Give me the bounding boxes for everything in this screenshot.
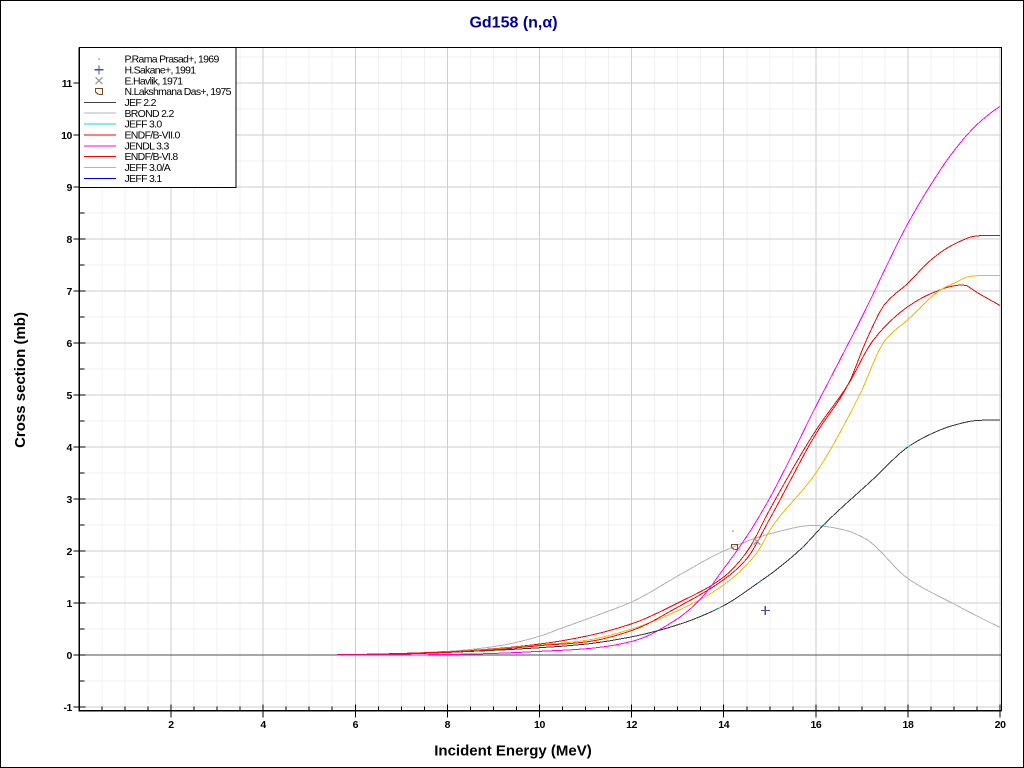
svg-text:2: 2 xyxy=(168,719,174,731)
svg-text:Gd158 (n,α): Gd158 (n,α) xyxy=(469,15,557,32)
svg-text:6: 6 xyxy=(67,338,73,350)
svg-text:H.Sakane+, 1991: H.Sakane+, 1991 xyxy=(125,64,197,76)
svg-text:N.Lakshmana Das+, 1975: N.Lakshmana Das+, 1975 xyxy=(125,86,232,98)
svg-text:4: 4 xyxy=(260,719,266,731)
svg-text:1: 1 xyxy=(67,598,73,610)
svg-text:8: 8 xyxy=(445,719,451,731)
svg-text:7: 7 xyxy=(67,286,73,298)
svg-text:6: 6 xyxy=(353,719,359,731)
svg-text:JEFF 3.0: JEFF 3.0 xyxy=(125,119,163,131)
svg-text:11: 11 xyxy=(62,78,73,90)
svg-text:14: 14 xyxy=(718,719,729,731)
svg-text:Cross section (mb): Cross section (mb) xyxy=(12,312,29,448)
svg-text:ENDF/B-VII.0: ENDF/B-VII.0 xyxy=(125,130,181,142)
svg-text:Incident Energy (MeV): Incident Energy (MeV) xyxy=(434,743,592,760)
svg-text:3: 3 xyxy=(67,494,73,506)
svg-text:0: 0 xyxy=(67,650,73,662)
svg-text:BROND 2.2: BROND 2.2 xyxy=(125,108,175,120)
svg-text:JEFF 3.1: JEFF 3.1 xyxy=(125,173,163,185)
svg-text:E.Havlik, 1971: E.Havlik, 1971 xyxy=(125,75,184,87)
svg-text:18: 18 xyxy=(903,719,914,731)
svg-text:P.Rama Prasad+, 1969: P.Rama Prasad+, 1969 xyxy=(125,54,220,66)
svg-text:10: 10 xyxy=(534,719,545,731)
svg-text:ENDF/B-VI.8: ENDF/B-VI.8 xyxy=(125,151,179,163)
svg-text:4: 4 xyxy=(67,442,73,454)
svg-text:JEF 2.2: JEF 2.2 xyxy=(125,97,157,109)
svg-text:9: 9 xyxy=(67,182,73,194)
svg-text:12: 12 xyxy=(626,719,637,731)
svg-text:5: 5 xyxy=(67,390,73,402)
svg-text:10: 10 xyxy=(61,130,72,142)
svg-text:2: 2 xyxy=(67,546,73,558)
svg-text:-1: -1 xyxy=(63,702,72,714)
svg-text:8: 8 xyxy=(67,234,73,246)
svg-text:20: 20 xyxy=(995,719,1006,731)
svg-text:JEFF 3.0/A: JEFF 3.0/A xyxy=(125,162,171,174)
svg-text:16: 16 xyxy=(810,719,821,731)
svg-text:JENDL 3.3: JENDL 3.3 xyxy=(125,140,170,152)
